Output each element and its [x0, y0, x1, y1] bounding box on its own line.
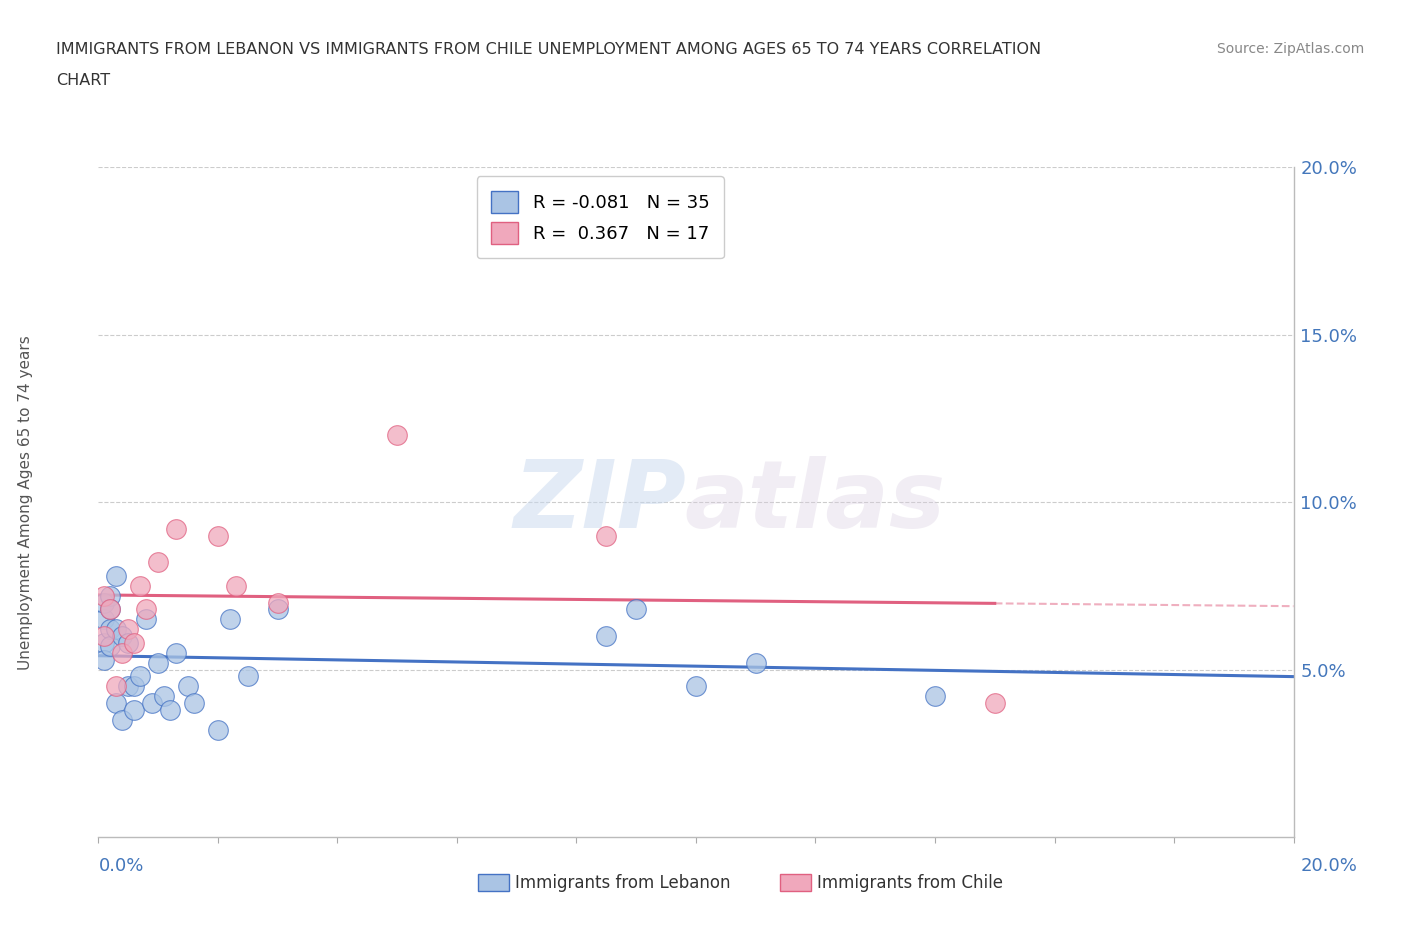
Point [111, 645, 134, 660]
Point [267, 595, 290, 610]
Point [177, 679, 200, 694]
Point [117, 622, 139, 637]
Point [93, 595, 115, 610]
Point [207, 528, 229, 543]
Point [100, 589, 122, 604]
Point [124, 679, 146, 694]
Text: ZIP: ZIP [515, 457, 686, 548]
Point [111, 712, 134, 727]
Point [117, 679, 139, 694]
Point [165, 645, 187, 660]
Point [148, 555, 170, 570]
Point [93, 635, 115, 650]
Text: Unemployment Among Ages 65 to 74 years: Unemployment Among Ages 65 to 74 years [18, 335, 32, 670]
Point [129, 669, 152, 684]
Text: Immigrants from Lebanon: Immigrants from Lebanon [515, 873, 730, 892]
Point [135, 612, 157, 627]
Point [267, 602, 290, 617]
Point [129, 578, 152, 593]
Text: CHART: CHART [56, 73, 110, 87]
Text: 20.0%: 20.0% [1301, 857, 1357, 875]
Point [207, 723, 229, 737]
Point [148, 656, 170, 671]
Point [117, 635, 139, 650]
Point [105, 696, 128, 711]
Point [93, 652, 115, 667]
Point [153, 689, 176, 704]
Point [100, 622, 122, 637]
Point [124, 702, 146, 717]
Text: Source: ZipAtlas.com: Source: ZipAtlas.com [1216, 42, 1364, 56]
Point [924, 689, 946, 704]
Point [685, 679, 707, 694]
Point [100, 639, 122, 654]
Point [111, 629, 134, 644]
Point [93, 589, 115, 604]
Point [219, 612, 242, 627]
Point [183, 696, 205, 711]
Point [385, 428, 409, 443]
Point [93, 629, 115, 644]
Point [595, 528, 617, 543]
Point [100, 602, 122, 617]
Text: IMMIGRANTS FROM LEBANON VS IMMIGRANTS FROM CHILE UNEMPLOYMENT AMONG AGES 65 TO 7: IMMIGRANTS FROM LEBANON VS IMMIGRANTS FR… [56, 42, 1042, 57]
Legend: R = -0.081   N = 35, R =  0.367   N = 17: R = -0.081 N = 35, R = 0.367 N = 17 [477, 177, 724, 259]
Text: 0.0%: 0.0% [98, 857, 143, 875]
Point [236, 669, 259, 684]
Point [141, 696, 163, 711]
Point [984, 696, 1007, 711]
Point [105, 622, 128, 637]
Point [745, 656, 768, 671]
Point [105, 568, 128, 583]
Point [225, 578, 247, 593]
Point [93, 612, 115, 627]
Point [100, 602, 122, 617]
Point [135, 602, 157, 617]
Point [165, 522, 187, 537]
Point [626, 602, 648, 617]
Point [124, 635, 146, 650]
Point [595, 629, 617, 644]
Text: atlas: atlas [685, 457, 946, 548]
Text: Immigrants from Chile: Immigrants from Chile [817, 873, 1002, 892]
Point [105, 679, 128, 694]
Point [159, 702, 181, 717]
